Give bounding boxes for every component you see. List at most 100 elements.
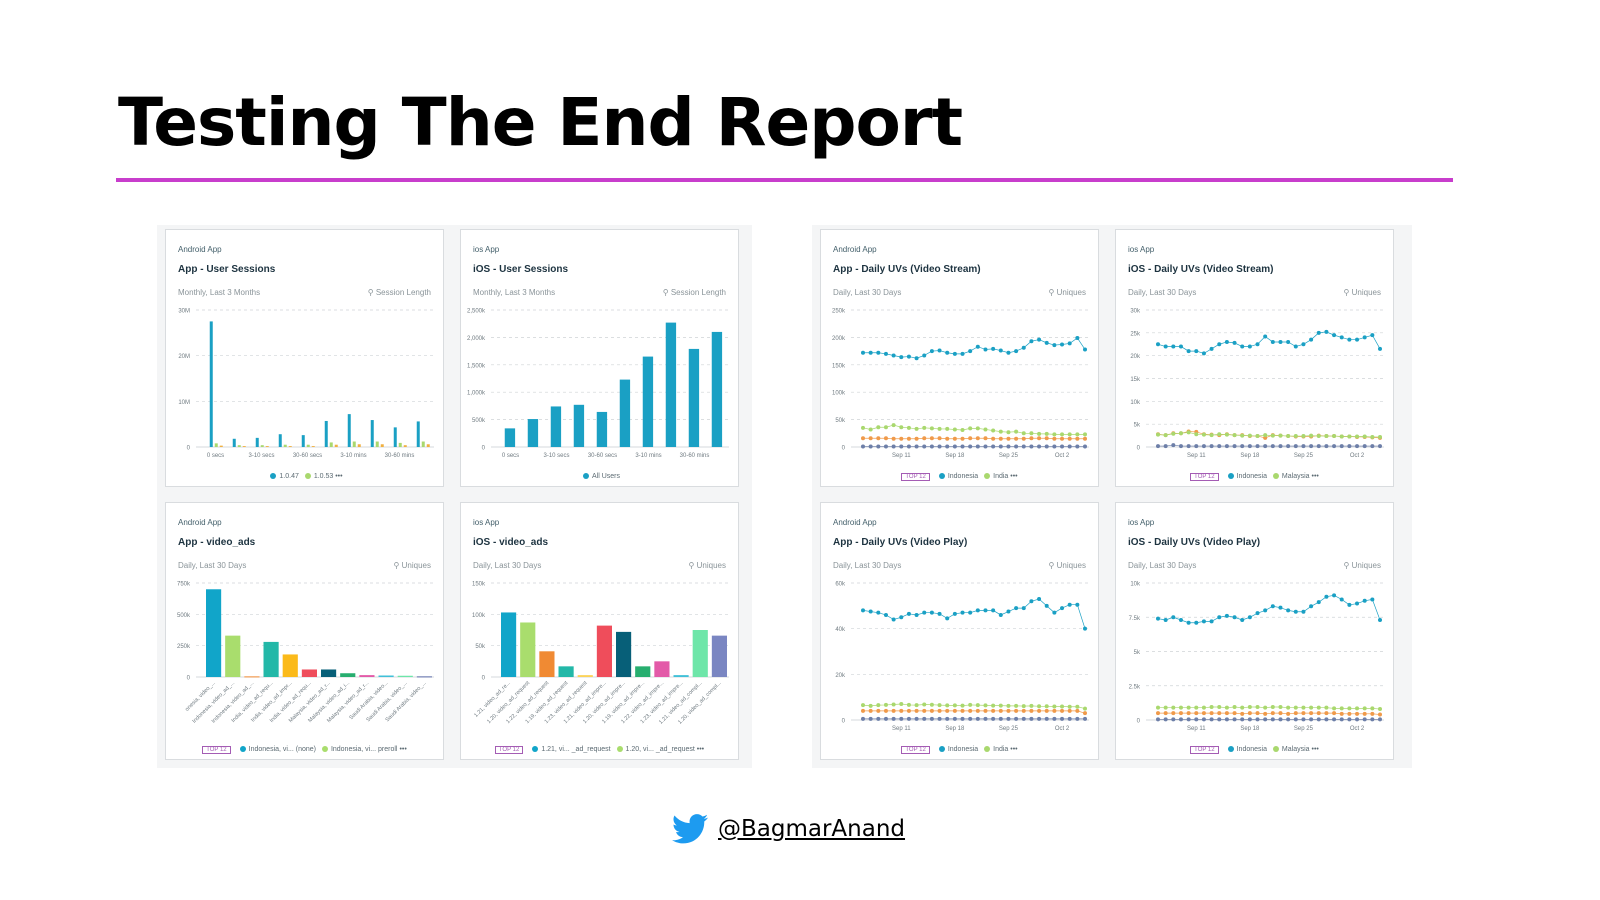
bar[interactable] [527, 419, 539, 447]
metric-selector[interactable]: ⚲ Session Length [663, 288, 726, 297]
data-point[interactable] [1293, 444, 1298, 449]
data-point[interactable] [1362, 706, 1367, 711]
data-point[interactable] [1339, 434, 1344, 439]
data-point[interactable] [1178, 711, 1183, 716]
data-point[interactable] [1362, 335, 1367, 340]
data-point[interactable] [929, 702, 934, 707]
data-point[interactable] [1171, 431, 1176, 436]
data-point[interactable] [1301, 342, 1306, 347]
data-point[interactable] [1044, 436, 1049, 441]
data-point[interactable] [914, 703, 919, 708]
data-point[interactable] [968, 702, 973, 707]
legend-item[interactable]: 1.0.47 [279, 473, 299, 480]
data-point[interactable] [968, 436, 973, 441]
data-point[interactable] [1021, 716, 1026, 721]
top-n-badge[interactable]: TOP 12 [494, 746, 524, 754]
data-point[interactable] [1286, 339, 1291, 344]
chart-card[interactable]: ios App iOS - video_ads Daily, Last 30 Day… [460, 502, 739, 760]
data-point[interactable] [1021, 444, 1026, 449]
metric-selector[interactable]: ⚲ Uniques [1344, 561, 1381, 570]
data-point[interactable] [1316, 711, 1321, 716]
data-point[interactable] [1052, 343, 1057, 348]
data-point[interactable] [1247, 344, 1252, 349]
data-point[interactable] [1083, 432, 1087, 437]
data-point[interactable] [868, 609, 873, 614]
data-point[interactable] [1370, 597, 1375, 602]
data-point[interactable] [1232, 615, 1237, 620]
data-point[interactable] [1255, 717, 1260, 722]
data-point[interactable] [1178, 717, 1183, 722]
more-series-button[interactable]: ••• [1010, 746, 1018, 753]
data-point[interactable] [914, 436, 919, 441]
data-point[interactable] [1224, 613, 1229, 618]
data-point[interactable] [1201, 705, 1206, 710]
data-point[interactable] [1171, 717, 1176, 722]
data-point[interactable] [1301, 609, 1306, 614]
data-point[interactable] [1362, 717, 1367, 722]
data-point[interactable] [1163, 617, 1168, 622]
data-point[interactable] [1301, 711, 1306, 716]
bar[interactable] [378, 675, 394, 677]
data-point[interactable] [922, 708, 927, 713]
data-point[interactable] [1339, 335, 1344, 340]
data-point[interactable] [998, 444, 1003, 449]
data-point[interactable] [1263, 608, 1268, 613]
data-point[interactable] [1247, 704, 1252, 709]
data-point[interactable] [883, 702, 888, 707]
data-point[interactable] [1217, 615, 1222, 620]
metric-selector[interactable]: ⚲ Uniques [1049, 561, 1086, 570]
bar[interactable] [403, 445, 407, 447]
data-point[interactable] [960, 716, 965, 721]
bar[interactable] [232, 438, 236, 447]
data-point[interactable] [868, 350, 873, 355]
data-point[interactable] [929, 716, 934, 721]
data-point[interactable] [1044, 708, 1049, 713]
chart-title[interactable]: iOS - video_ads [473, 537, 549, 548]
data-point[interactable] [1240, 717, 1245, 722]
top-n-badge[interactable]: TOP 12 [901, 746, 930, 754]
data-point[interactable] [1247, 444, 1252, 449]
data-point[interactable] [983, 347, 988, 352]
legend-item[interactable]: Malaysia [1281, 746, 1310, 753]
data-point[interactable] [1052, 610, 1057, 615]
data-point[interactable] [929, 610, 934, 615]
data-point[interactable] [945, 436, 950, 441]
data-point[interactable] [1240, 711, 1245, 716]
data-point[interactable] [1316, 434, 1321, 439]
bar[interactable] [352, 441, 356, 447]
data-point[interactable] [1270, 433, 1275, 438]
bar[interactable] [260, 445, 264, 447]
data-point[interactable] [1278, 704, 1283, 709]
data-point[interactable] [1029, 716, 1034, 721]
data-point[interactable] [1378, 434, 1382, 439]
data-point[interactable] [1029, 339, 1034, 344]
data-point[interactable] [952, 436, 957, 441]
data-point[interactable] [891, 702, 896, 707]
data-point[interactable] [1278, 444, 1283, 449]
data-point[interactable] [1301, 717, 1306, 722]
data-point[interactable] [960, 610, 965, 615]
data-point[interactable] [1156, 444, 1160, 449]
data-point[interactable] [1021, 704, 1026, 709]
data-point[interactable] [1201, 711, 1206, 716]
data-point[interactable] [1194, 620, 1199, 625]
data-point[interactable] [952, 611, 957, 616]
data-point[interactable] [1293, 717, 1298, 722]
bar[interactable] [357, 444, 361, 447]
data-point[interactable] [1378, 712, 1382, 717]
data-point[interactable] [1309, 604, 1314, 609]
data-point[interactable] [1370, 444, 1375, 449]
data-point[interactable] [1316, 717, 1321, 722]
data-point[interactable] [1316, 600, 1321, 605]
top-n-badge[interactable]: TOP 12 [901, 473, 930, 481]
bar[interactable] [397, 675, 413, 677]
data-point[interactable] [1301, 444, 1306, 449]
data-point[interactable] [1332, 593, 1337, 598]
data-point[interactable] [975, 716, 980, 721]
metric-selector[interactable]: ⚲ Uniques [689, 561, 726, 570]
data-point[interactable] [1067, 432, 1072, 437]
data-point[interactable] [929, 426, 934, 431]
data-point[interactable] [1037, 596, 1042, 601]
bar[interactable] [550, 406, 562, 447]
data-point[interactable] [1309, 433, 1314, 438]
